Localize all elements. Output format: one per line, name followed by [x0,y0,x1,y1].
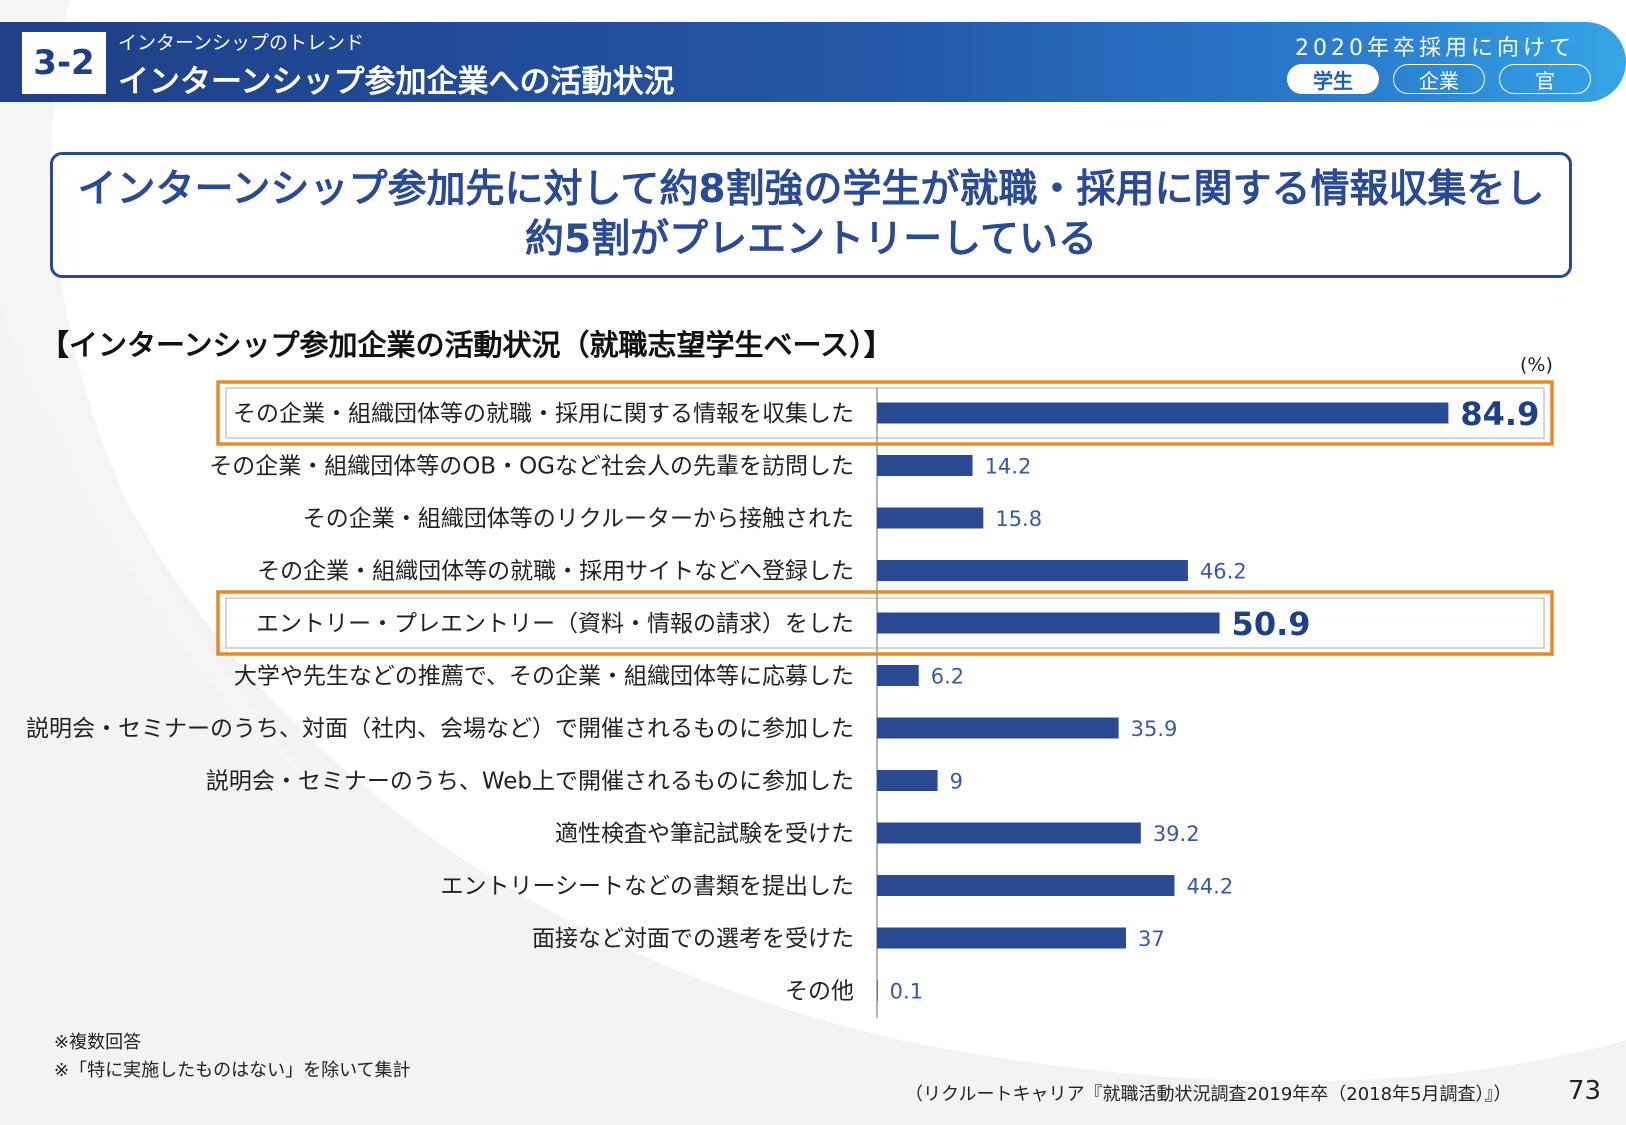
category-label: その企業・組織団体等の就職・採用サイトなどへ登録した [257,559,854,585]
data-label: 50.9 [1232,605,1311,643]
category-label: 面接など対面での選考を受けた [532,926,854,952]
bar [877,822,1141,844]
bar [877,717,1119,739]
page-number: 73 [1568,1076,1602,1106]
category-label: 大学や先生などの推薦で、その企業・組織団体等に応募した [234,664,854,690]
category-label: 適性検査や筆記試験を受けた [555,821,854,847]
year-label: 2020年卒採用に向けて [1295,36,1575,61]
data-label: 84.9 [1460,395,1539,433]
bar [877,875,1175,896]
data-label: 15.8 [995,507,1042,531]
tab-government[interactable]: 官 [1499,64,1591,94]
bar [877,560,1188,581]
note-exclusion: ※「特に実施したものはない」を除いて集計 [54,1060,411,1081]
section-number-badge: 3-2 [22,32,106,94]
category-label: その企業・組織団体等のリクルーターから接触された [303,506,854,532]
category-label: 説明会・セミナーのうち、対面（社内、会場など）で開催されるものに参加した [26,716,854,742]
tab-student[interactable]: 学生 [1287,64,1379,94]
category-label: エントリーシートなどの書類を提出した [440,874,854,900]
category-label: その他 [785,979,854,1005]
header-bar: 3-2 インターンシップのトレンド インターンシップ参加企業への活動状況 202… [0,22,1626,102]
category-label: その企業・組織団体等のOB・OGなど社会人の先輩を訪問した [209,454,854,480]
data-label: 14.2 [985,455,1032,479]
bar [877,612,1220,634]
data-label: 37 [1138,927,1165,951]
data-label: 44.2 [1186,875,1233,899]
data-label: 46.2 [1200,560,1247,584]
data-label: 39.2 [1153,822,1200,846]
section-title: インターンシップ参加企業への活動状況 [118,64,675,100]
chart-unit-label: (%) [1520,354,1553,376]
highlight-inner-frame [225,387,1545,439]
section-subtitle: インターンシップのトレンド [118,32,365,54]
summary-box: インターンシップ参加先に対して約8割強の学生が就職・採用に関する情報収集をし 約… [50,152,1572,278]
category-label: その企業・組織団体等の就職・採用に関する情報を収集した [233,401,854,427]
summary-line-2: 約5割がプレエントリーしている [525,217,1097,262]
category-label: 説明会・セミナーのうち、Web上で開催されるものに参加した [206,769,854,795]
category-label: エントリー・プレエントリー（資料・情報の請求）をした [256,611,854,637]
bar [877,927,1127,949]
data-label: 6.2 [931,665,964,689]
highlight-frame [216,590,1554,656]
bar [877,665,919,686]
note-multiple-answers: ※複数回答 [54,1032,142,1053]
tab-company[interactable]: 企業 [1393,64,1485,94]
bar [877,455,973,476]
data-label: 9 [950,770,963,794]
chart-title: 【インターンシップ参加企業の活動状況（就職志望学生ベース）】 [40,328,893,362]
source-citation: （リクルートキャリア『就職活動状況調査2019年卒（2018年5月調査）』） [905,1084,1512,1105]
summary-line-1: インターンシップ参加先に対して約8割強の学生が就職・採用に関する情報収集をし [77,167,1545,212]
bar [877,507,984,529]
data-label: 0.1 [890,980,923,1004]
highlight-frame [216,380,1554,446]
bar [877,770,938,791]
highlight-inner-frame [225,597,1545,649]
data-label: 35.9 [1131,717,1178,741]
bar [877,402,1449,424]
bar [877,980,878,1001]
